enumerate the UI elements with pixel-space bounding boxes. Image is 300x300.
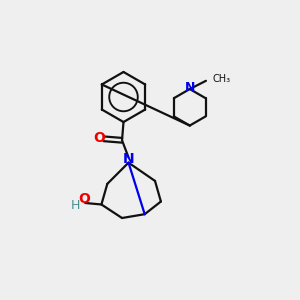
Text: CH₃: CH₃ bbox=[212, 74, 230, 84]
Text: N: N bbox=[123, 152, 135, 167]
Text: H: H bbox=[71, 199, 80, 212]
Text: N: N bbox=[184, 81, 195, 94]
Text: O: O bbox=[78, 193, 90, 206]
Text: O: O bbox=[93, 131, 105, 145]
